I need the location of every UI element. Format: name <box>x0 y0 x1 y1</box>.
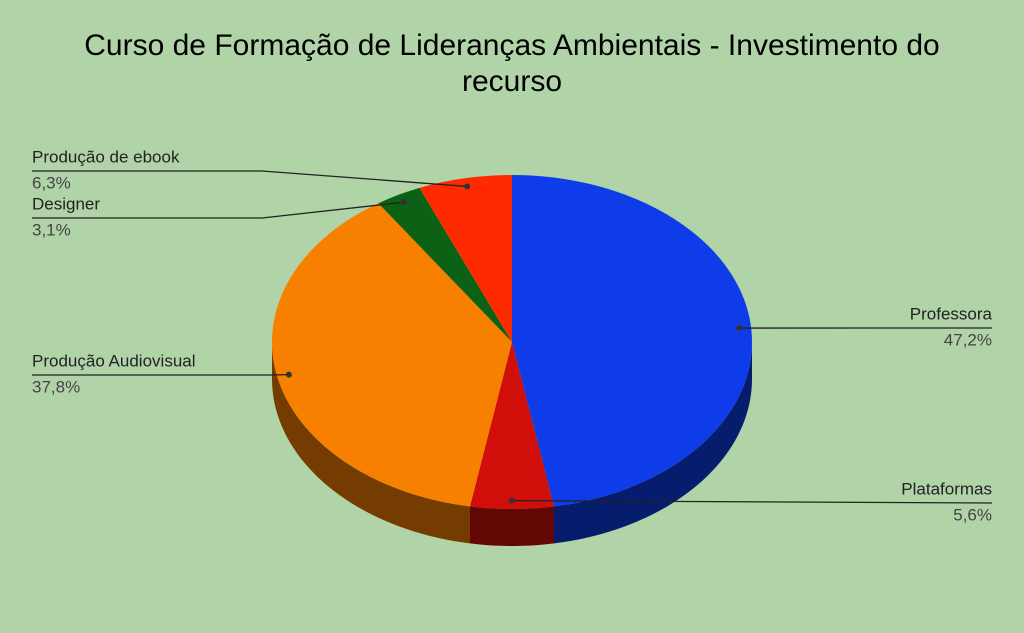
slice-label: Produção Audiovisual <box>32 351 196 370</box>
leader-dot <box>285 371 292 378</box>
leader-line <box>511 500 993 504</box>
slice-label: Plataformas <box>901 479 992 498</box>
leader-line <box>32 201 405 219</box>
slice-side <box>272 342 470 544</box>
value-label: 47,2% <box>944 330 992 349</box>
slice <box>378 187 512 342</box>
leader-dot <box>736 325 743 332</box>
leader-dot <box>464 183 471 190</box>
value-label: 5,6% <box>953 505 992 524</box>
slice-label: Designer <box>32 194 100 213</box>
slice <box>512 175 752 507</box>
value-label: 37,8% <box>32 377 80 396</box>
value-label: 6,3% <box>32 173 71 192</box>
leader-dot <box>509 497 515 504</box>
value-label: 3,1% <box>32 220 71 239</box>
chart-title: Curso de Formação de Lideranças Ambienta… <box>84 29 940 98</box>
slice <box>272 203 512 507</box>
slice-side <box>554 342 752 544</box>
leader-line <box>32 170 468 188</box>
slice <box>469 342 555 509</box>
slice-side <box>469 506 555 546</box>
leader-dot <box>401 199 408 206</box>
slice-label: Produção de ebook <box>32 147 180 166</box>
slice-label: Professora <box>910 304 993 323</box>
slice <box>419 175 512 342</box>
